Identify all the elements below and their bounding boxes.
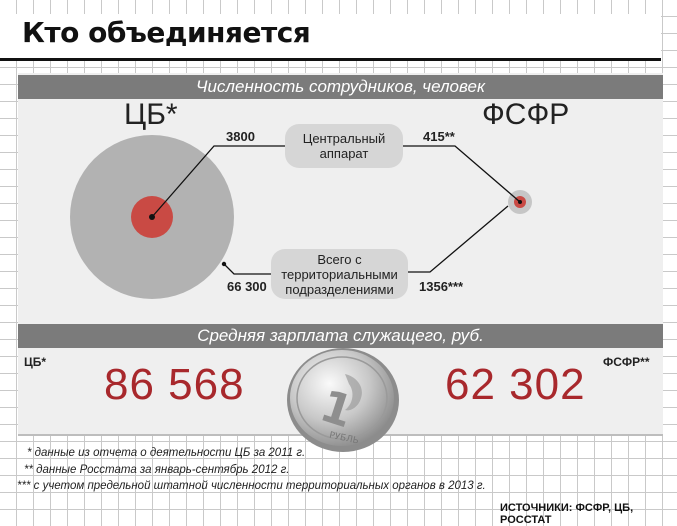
fsfr-label: ФСФР xyxy=(482,98,570,131)
fsfr-total-value: 1356*** xyxy=(419,279,464,294)
staff-count-header: Численность сотрудников, человек xyxy=(18,75,663,99)
footnote-1: * данные из отчета о деятельности ЦБ за … xyxy=(27,447,306,459)
page-title: Кто объединяется xyxy=(22,16,311,49)
ruble-coin-icon: 1 РУБЛЬ xyxy=(287,348,399,452)
cb-salary-value: 86 568 xyxy=(104,360,245,409)
cb-salary-label: ЦБ* xyxy=(24,355,47,369)
title-bar: Кто объединяется xyxy=(0,14,661,61)
cb-central-value: 3800 xyxy=(226,129,255,144)
footnote-3: *** с учетом предельной штатной численно… xyxy=(17,480,486,492)
central-apparatus-pill: Центральный аппарат xyxy=(285,124,403,168)
fsfr-salary-label: ФСФР** xyxy=(603,355,650,369)
fsfr-central-value: 415** xyxy=(423,129,455,144)
fsfr-total-line xyxy=(398,205,509,273)
fsfr-central-line xyxy=(398,145,521,203)
cb-central-line xyxy=(151,145,290,218)
total-staff-pill: Всего с территориальными подразделениями xyxy=(271,249,408,299)
sources: ИСТОЧНИКИ: ФСФР, ЦБ, РОССТАТ xyxy=(500,502,634,526)
footnote-2: ** данные Росстата за январь-сентябрь 20… xyxy=(24,464,290,476)
cb-total-edge-dot xyxy=(221,261,227,267)
salary-header: Средняя зарплата служащего, руб. xyxy=(18,324,663,348)
cb-total-value: 66 300 xyxy=(227,279,267,294)
central-apparatus-label: Центральный аппарат xyxy=(302,131,386,161)
total-staff-label: Всего с территориальными подразделениями xyxy=(281,251,398,297)
cb-label: ЦБ* xyxy=(124,98,178,131)
fsfr-salary-value: 62 302 xyxy=(445,360,586,409)
